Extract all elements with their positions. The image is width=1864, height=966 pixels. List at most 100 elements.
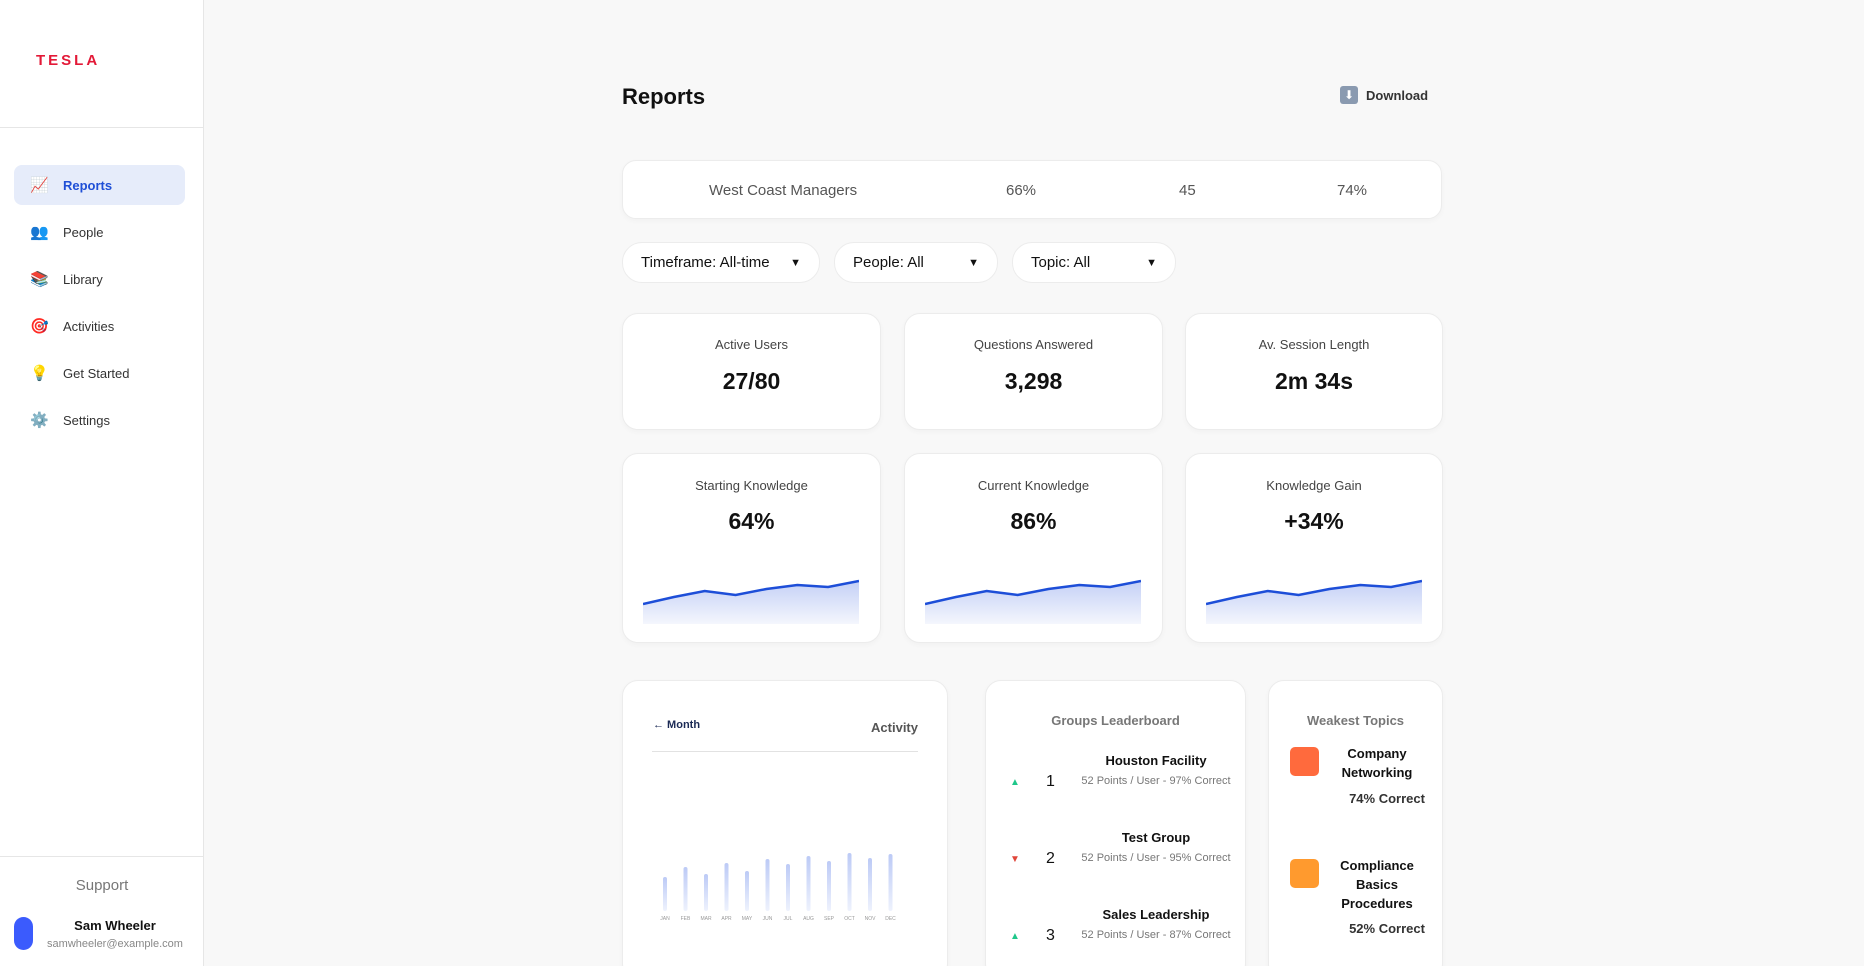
timeframe-filter-label: Timeframe: All-time (641, 254, 770, 271)
sidebar-item-label: Library (63, 271, 103, 287)
activity-tick-label: JAN (660, 916, 670, 922)
leaderboard-group-detail: 52 Points / User - 97% Correct (1081, 775, 1231, 787)
activity-tick-label: JUN (763, 916, 773, 922)
activity-bar-oct[interactable] (847, 853, 852, 911)
sidebar-item-label: People (63, 224, 104, 240)
leaderboard-row[interactable]: ▼ 2 Test Group 52 Points / User - 95% Co… (986, 830, 1246, 890)
activity-bar-apr[interactable] (724, 863, 729, 911)
activity-bar-mar[interactable] (704, 874, 708, 911)
starting-knowledge-card: Starting Knowledge 64% (622, 453, 881, 643)
target-icon: 🎯 (30, 318, 49, 335)
support-link[interactable]: Support (75, 877, 129, 894)
activity-card: ← Month Activity JAN FEB MAR APR MAY JUN JUL AU… (622, 680, 948, 966)
caret-down-icon: ▼ (790, 256, 801, 269)
activity-tick-label: JUL (784, 916, 793, 922)
leaderboard-group-detail: 52 Points / User - 87% Correct (1081, 929, 1231, 941)
activity-tick-label: NOV (865, 916, 877, 922)
active-users-card: Active Users 27/80 (622, 313, 881, 430)
stat-value: 27/80 (722, 368, 781, 394)
leaderboard-rank: 1 (1046, 773, 1055, 790)
stat-value: 64% (728, 508, 775, 534)
leaderboard-rank: 2 (1046, 850, 1055, 867)
stat-label: Current Knowledge (977, 478, 1090, 493)
knowledge-sparkline (1206, 579, 1422, 624)
leaderboard-row[interactable]: ▲ 3 Sales Leadership 52 Points / User - … (986, 907, 1246, 966)
trend-down-icon: ▼ (1010, 854, 1020, 865)
stat-value: 86% (1010, 508, 1057, 534)
activity-bar-aug[interactable] (806, 856, 811, 911)
activity-bar-sep[interactable] (827, 861, 831, 911)
caret-down-icon: ▼ (1146, 256, 1157, 269)
group-stat-1: 66% (1006, 182, 1037, 199)
sidebar-item-label: Activities (63, 318, 115, 334)
activity-bar-dec[interactable] (888, 854, 893, 911)
knowledge-sparkline (925, 579, 1141, 624)
download-label: Download (1366, 87, 1429, 103)
page-title: Reports (622, 84, 706, 109)
people-icon: 👥 (30, 224, 49, 241)
sidebar-item-people[interactable]: 👥 People (14, 212, 185, 252)
topic-filter[interactable]: Topic: All ▼ (1012, 242, 1176, 283)
activity-bar-jul[interactable] (786, 864, 790, 911)
topic-color-swatch (1290, 859, 1319, 888)
weakest-topics-card: Weakest Topics Company Networking 74% Co… (1268, 680, 1443, 966)
filter-bar: Timeframe: All-time ▼ People: All ▼ Topi… (622, 242, 1176, 283)
group-name: West Coast Managers (709, 182, 858, 199)
sparkline-area (1206, 581, 1422, 624)
sidebar-item-activities[interactable]: 🎯 Activities (14, 306, 185, 346)
questions-answered-card: Questions Answered 3,298 (904, 313, 1163, 430)
session-length-card: Av. Session Length 2m 34s (1185, 313, 1443, 430)
caret-down-icon: ▼ (968, 256, 979, 269)
gear-icon: ⚙️ (30, 412, 49, 429)
sparkline-line (1206, 579, 1422, 606)
knowledge-gain-card: Knowledge Gain +34% (1185, 453, 1443, 643)
topic-name[interactable]: Compliance Basics Procedures (1340, 858, 1414, 911)
sparkline-line (643, 579, 859, 606)
leaderboard-title: Groups Leaderboard (1051, 713, 1180, 728)
activity-tick-label: DEC (885, 916, 896, 922)
sidebar-item-get-started[interactable]: 💡 Get Started (14, 353, 185, 393)
topic-color-swatch (1290, 747, 1319, 776)
knowledge-sparkline (643, 579, 859, 624)
stat-label: Knowledge Gain (1266, 478, 1362, 493)
group-summary-bar[interactable]: West Coast Managers 66% 45 74% (622, 160, 1442, 219)
group-stat-3: 74% (1337, 182, 1368, 199)
stat-value: 2m 34s (1274, 368, 1353, 394)
sidebar-item-library[interactable]: 📚 Library (14, 259, 185, 299)
current-knowledge-card: Current Knowledge 86% (904, 453, 1163, 643)
activity-bar-nov[interactable] (868, 858, 872, 911)
weakest-topics-title: Weakest Topics (1306, 713, 1405, 728)
sparkline-area (925, 581, 1141, 624)
activity-bar-jun[interactable] (765, 859, 770, 911)
download-button[interactable]: ⬇ Download (1340, 86, 1428, 104)
activity-bar-jan[interactable] (663, 877, 667, 911)
timeframe-filter[interactable]: Timeframe: All-time ▼ (622, 242, 820, 283)
topic-filter-label: Topic: All (1031, 254, 1091, 271)
topic-score: 74% Correct (1349, 791, 1425, 806)
leaderboard-group-name: Test Group (1121, 830, 1191, 845)
people-filter[interactable]: People: All ▼ (834, 242, 998, 283)
activity-title: Activity (871, 720, 918, 735)
chart-icon: 📈 (30, 177, 49, 194)
activity-bar-chart: JAN FEB MAR APR MAY JUN JUL AUG SEP OCT NOV DEC (660, 853, 896, 922)
activity-bar-feb[interactable] (683, 867, 688, 911)
sidebar-item-reports[interactable]: 📈 Reports (14, 165, 185, 205)
month-back-link[interactable]: ← Month (653, 719, 701, 731)
tesla-logo[interactable]: TESLA (36, 52, 101, 69)
leaderboard-group-detail: 52 Points / User - 95% Correct (1081, 852, 1231, 864)
stat-label: Questions Answered (973, 337, 1094, 352)
activity-bar-may[interactable] (745, 871, 749, 911)
sidebar-item-label: Reports (63, 177, 113, 193)
leaderboard-group-name: Houston Facility (1105, 753, 1207, 768)
activity-tick-label: FEB (681, 916, 691, 922)
activity-tick-label: MAR (700, 916, 712, 922)
trend-up-icon: ▲ (1010, 931, 1020, 942)
lightbulb-icon: 💡 (30, 365, 49, 382)
avatar[interactable] (14, 917, 33, 950)
stat-value: +34% (1284, 508, 1344, 534)
sidebar-nav: 📈 Reports 👥 People 📚 Library 🎯 Activitie… (14, 165, 185, 447)
topic-name[interactable]: Company Networking (1341, 746, 1413, 780)
topic-score: 52% Correct (1349, 921, 1425, 936)
sidebar-item-settings[interactable]: ⚙️ Settings (14, 400, 185, 440)
leaderboard-row[interactable]: ▲ 1 Houston Facility 52 Points / User - … (986, 753, 1246, 813)
